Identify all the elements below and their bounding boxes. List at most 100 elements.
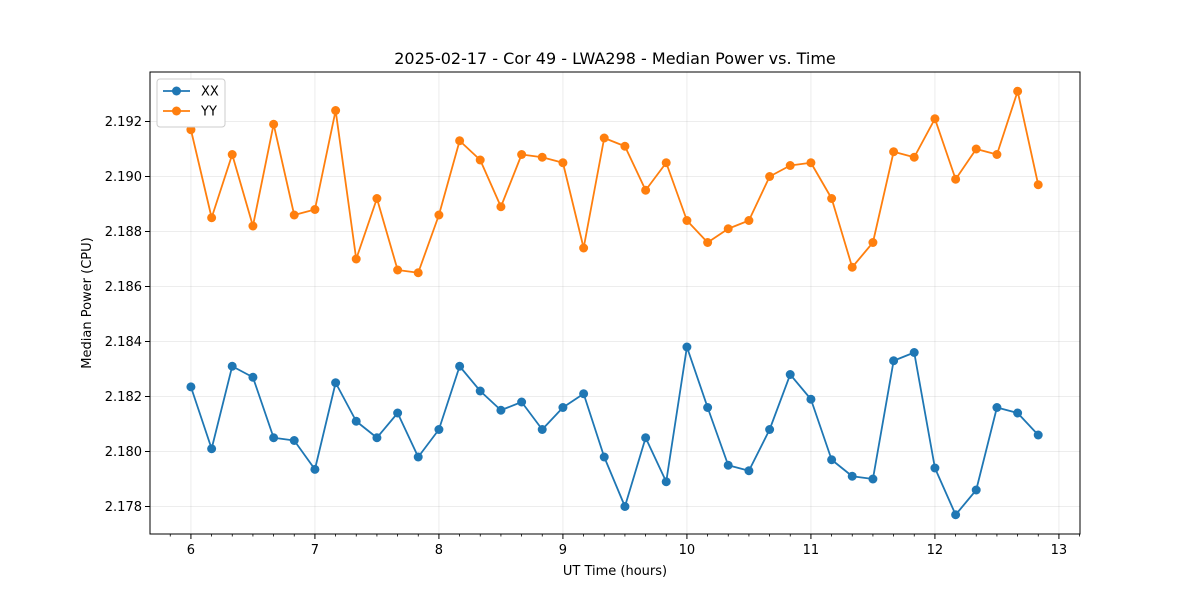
data-point-yy xyxy=(310,205,320,214)
data-point-xx xyxy=(765,425,775,434)
data-point-yy xyxy=(351,254,361,264)
data-point-yy xyxy=(455,136,465,146)
y-tick-label: 2.178 xyxy=(105,500,142,515)
data-point-yy xyxy=(1013,86,1023,96)
data-point-yy xyxy=(723,224,733,234)
data-point-yy xyxy=(827,194,837,203)
data-point-xx xyxy=(930,463,940,473)
data-point-xx xyxy=(496,405,506,415)
grid-layer xyxy=(150,72,1080,534)
y-tick-label: 2.182 xyxy=(105,390,142,405)
data-point-yy xyxy=(227,150,237,159)
data-point-yy xyxy=(413,268,423,278)
data-point-yy xyxy=(517,150,527,159)
data-point-xx xyxy=(537,425,547,434)
data-point-yy xyxy=(537,152,547,162)
data-point-xx xyxy=(661,477,671,487)
data-point-xx xyxy=(475,386,485,396)
data-point-xx xyxy=(785,370,795,379)
data-point-yy xyxy=(909,152,919,162)
data-point-xx xyxy=(806,394,816,404)
data-point-xx xyxy=(744,466,754,476)
data-point-xx xyxy=(620,502,630,511)
data-point-yy xyxy=(806,158,816,168)
data-point-yy xyxy=(496,202,506,212)
series-layer xyxy=(186,86,1043,520)
data-point-yy xyxy=(558,158,568,168)
y-tick-label: 2.192 xyxy=(105,115,142,130)
data-point-xx xyxy=(971,485,981,495)
x-tick-label: 10 xyxy=(679,543,696,558)
data-point-yy xyxy=(703,238,713,247)
data-point-yy xyxy=(1033,180,1043,190)
data-point-yy xyxy=(744,216,754,225)
x-axis-label: UT Time (hours) xyxy=(563,564,667,579)
data-point-xx xyxy=(331,378,341,388)
data-point-xx xyxy=(310,464,320,474)
legend-marker-yy xyxy=(172,106,181,116)
data-point-yy xyxy=(661,158,671,168)
x-tick-label: 7 xyxy=(311,543,319,558)
data-point-yy xyxy=(641,185,651,195)
y-tick-label: 2.190 xyxy=(105,170,142,185)
data-point-xx xyxy=(227,361,237,371)
data-point-xx xyxy=(723,460,733,470)
data-point-xx xyxy=(682,342,692,352)
data-point-xx xyxy=(827,455,837,465)
data-point-yy xyxy=(951,174,961,184)
x-tick-label: 8 xyxy=(435,543,443,558)
data-point-yy xyxy=(393,265,403,275)
data-point-yy xyxy=(765,172,775,181)
chart-title: 2025-02-17 - Cor 49 - LWA298 - Median Po… xyxy=(394,49,836,68)
data-point-xx xyxy=(868,474,878,484)
data-point-yy xyxy=(889,147,899,157)
data-point-xx xyxy=(909,348,919,357)
data-point-xx xyxy=(992,403,1002,412)
y-tick-label: 2.186 xyxy=(105,280,142,295)
data-point-yy xyxy=(992,150,1002,159)
data-point-xx xyxy=(455,361,465,371)
x-tick-label: 9 xyxy=(559,543,567,558)
x-tick-label: 12 xyxy=(927,543,944,558)
y-tick-label: 2.184 xyxy=(105,335,142,350)
data-point-xx xyxy=(517,397,527,407)
data-point-xx xyxy=(558,403,568,412)
data-point-yy xyxy=(269,119,279,129)
data-point-yy xyxy=(971,144,981,154)
data-point-xx xyxy=(641,433,651,443)
data-point-yy xyxy=(620,141,630,151)
y-tick-label: 2.180 xyxy=(105,445,142,460)
data-point-xx xyxy=(599,452,609,462)
data-point-yy xyxy=(599,133,609,143)
data-point-yy xyxy=(248,221,258,231)
data-point-xx xyxy=(186,382,196,392)
data-point-xx xyxy=(847,471,857,481)
x-tick-label: 6 xyxy=(187,543,195,558)
axis-layer: 6 7 8 9 10 11 12 13 2.178 2.180 2.182 2.184 2.186 2.1… xyxy=(105,115,1080,558)
data-point-yy xyxy=(475,155,485,165)
data-point-xx xyxy=(579,389,589,399)
data-point-yy xyxy=(331,106,341,115)
data-point-xx xyxy=(248,372,258,382)
data-point-yy xyxy=(434,210,444,220)
legend: XX YY xyxy=(156,78,226,128)
x-tick-label: 13 xyxy=(1051,543,1068,558)
data-point-xx xyxy=(889,356,899,366)
data-point-xx xyxy=(207,444,217,454)
data-point-yy xyxy=(847,262,857,272)
data-point-xx xyxy=(393,408,403,418)
data-point-xx xyxy=(413,452,423,462)
data-point-xx xyxy=(372,433,382,443)
data-point-yy xyxy=(207,213,217,223)
x-tick-label: 11 xyxy=(803,543,820,558)
data-point-yy xyxy=(868,238,878,247)
data-point-xx xyxy=(951,510,961,520)
data-point-xx xyxy=(351,416,361,426)
data-point-xx xyxy=(434,425,444,434)
data-point-yy xyxy=(930,114,940,124)
data-point-xx xyxy=(289,436,299,445)
y-tick-label: 2.188 xyxy=(105,225,142,240)
data-point-yy xyxy=(579,243,589,253)
data-point-yy xyxy=(289,210,299,220)
